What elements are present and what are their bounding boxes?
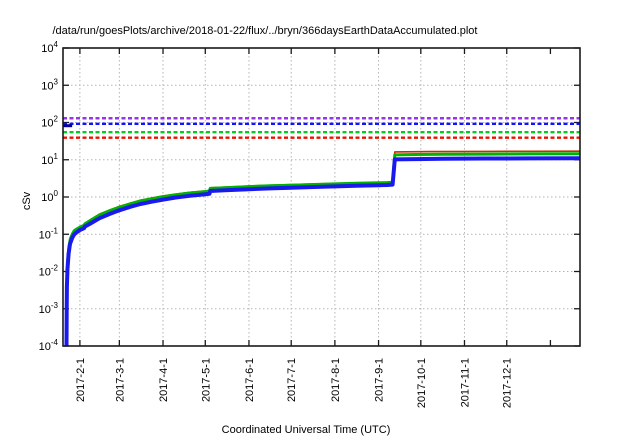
- x-tick-label: 2017-9-1: [374, 358, 386, 402]
- x-tick-label: 2017-3-1: [114, 358, 126, 402]
- x-tick-label: 2017-5-1: [200, 358, 212, 402]
- tick-marks: [63, 47, 580, 347]
- x-tick-label: 2017-12-1: [502, 358, 514, 408]
- y-tick-label: 10-1: [39, 226, 59, 241]
- green-accumulated-curve: [65, 152, 580, 346]
- x-tick-label: 2017-6-1: [244, 358, 256, 402]
- y-tick-label: 10-2: [39, 264, 59, 279]
- x-tick-label: 2017-8-1: [330, 358, 342, 402]
- limit-lines: [63, 117, 580, 139]
- dose-curves: [64, 150, 580, 346]
- x-tick-label: 2017-2-1: [75, 358, 87, 402]
- plot-title: /data/run/goesPlots/archive/2018-01-22/f…: [52, 25, 478, 37]
- x-axis-label: Coordinated Universal Time (UTC): [221, 424, 391, 436]
- y-tick-label: 101: [41, 152, 58, 167]
- blue-accumulated-curve: [64, 156, 580, 346]
- x-tick-label: 2017-4-1: [158, 358, 170, 402]
- x-tick-labels: 2017-2-1 2017-3-1 2017-4-1 2017-5-1 2017-6-1…: [75, 358, 514, 408]
- x-tick-label: 2017-11-1: [459, 358, 471, 407]
- x-tick-label: 2017-7-1: [286, 358, 298, 402]
- y-tick-label: 104: [41, 40, 58, 55]
- y-tick-label: 100: [41, 189, 58, 204]
- x-tick-label: 2017-10-1: [416, 358, 428, 408]
- y-tick-label: 102: [41, 115, 58, 130]
- plot-border: [62, 47, 581, 347]
- y-tick-label: 103: [41, 77, 58, 92]
- y-tick-label: 10-4: [39, 338, 59, 353]
- grid-lines: [63, 48, 580, 346]
- y-tick-labels: 104 103 102 101 100 10-1 10-2 10-3 10-4: [39, 40, 59, 353]
- y-tick-label: 10-3: [39, 301, 59, 316]
